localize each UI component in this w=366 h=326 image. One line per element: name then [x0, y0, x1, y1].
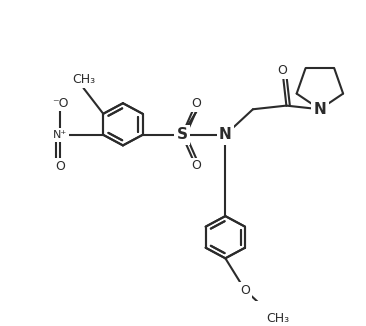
Text: S: S	[176, 127, 187, 142]
Text: CH₃: CH₃	[72, 73, 95, 86]
Text: O: O	[277, 65, 287, 77]
Text: CH₃: CH₃	[267, 312, 290, 325]
Text: O: O	[191, 97, 201, 110]
Text: N: N	[314, 102, 326, 117]
Text: O: O	[240, 284, 250, 297]
Text: ⁻O: ⁻O	[52, 96, 68, 110]
Text: N⁺: N⁺	[53, 130, 67, 140]
Text: N: N	[219, 127, 232, 142]
Text: O: O	[191, 159, 201, 172]
Text: O: O	[55, 160, 65, 173]
